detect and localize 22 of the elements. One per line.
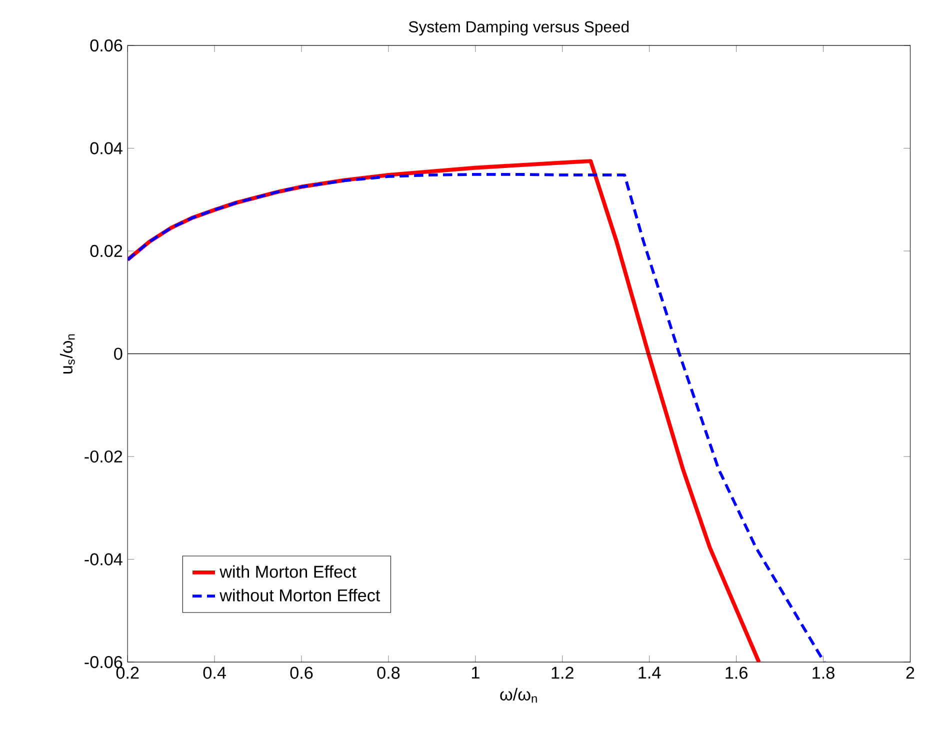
y-tick-label: 0	[114, 348, 122, 360]
x-tick-label: 2	[906, 666, 914, 679]
y-axis-title: u$_{s}$/ω$_{n}$	[60, 334, 75, 374]
x-tick-label: 0.4	[203, 666, 226, 679]
x-tick-label: 1.4	[638, 666, 661, 678]
x-tick-label: 0.8	[377, 666, 400, 679]
x-tick-label: 1	[472, 666, 480, 678]
chart-title: System Damping versus Speed	[408, 20, 629, 36]
y-tick-label: -0.06	[84, 656, 122, 668]
legend-label: with Morton Effect	[220, 565, 356, 578]
legend-label: without Morton Effect	[220, 588, 380, 602]
x-tick-label: 1.6	[726, 666, 748, 679]
x-axis-title: ω/ω$_{n}$	[500, 688, 537, 703]
x-tick-label: 0.2	[116, 666, 139, 679]
x-tick-label: 1.2	[552, 666, 574, 679]
y-tick-label: -0.04	[84, 553, 122, 566]
y-tick-label: 0.04	[90, 142, 122, 154]
y-tick-label: -0.02	[84, 450, 122, 463]
y-tick-label: 0.02	[90, 244, 122, 257]
x-tick-label: 0.6	[290, 666, 313, 679]
x-tick-label: 1.8	[812, 666, 834, 679]
y-tick-label: 0.06	[90, 39, 122, 52]
